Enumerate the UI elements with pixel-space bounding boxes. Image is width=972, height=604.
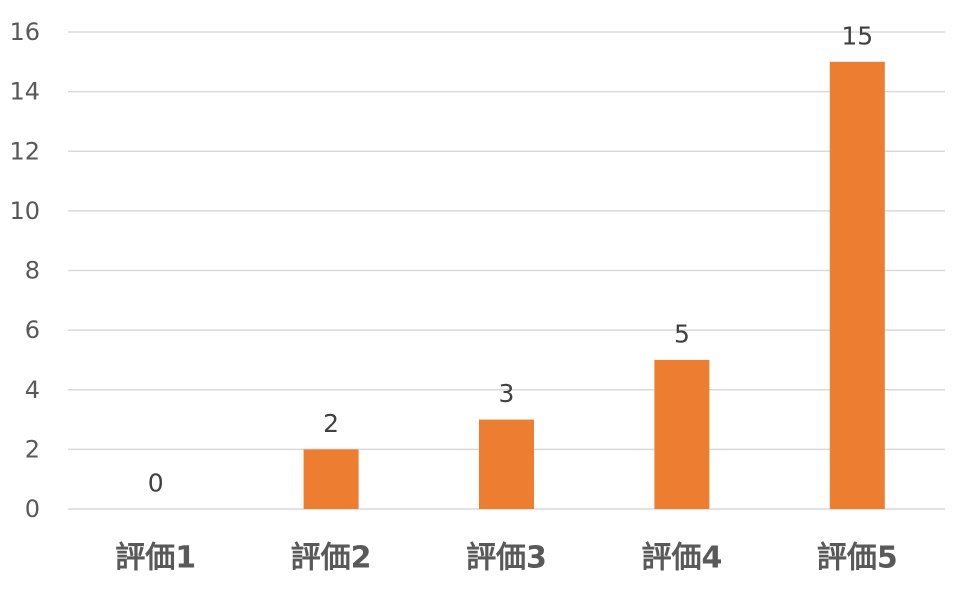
data-label: 15 [841,21,873,50]
x-tick-label: 評価5 [817,541,898,576]
data-label: 2 [323,409,339,438]
x-axis-ticks: 評価1 評価2 評価3 評価4 評価5 [115,541,897,576]
y-tick-label: 8 [25,257,40,285]
bars [303,61,885,509]
y-tick-label: 0 [25,495,40,523]
data-label: 0 [148,469,164,498]
y-tick-label: 4 [25,376,40,404]
y-tick-label: 6 [25,316,40,344]
data-label: 5 [674,319,690,348]
bar [654,359,710,509]
y-axis-ticks: 0 2 4 6 8 10 12 14 16 [9,18,40,523]
gridlines [68,31,945,510]
x-tick-label: 評価1 [115,541,196,576]
bar [303,449,359,509]
bar [479,419,534,509]
y-tick-label: 2 [25,435,40,463]
bar [829,61,885,509]
data-label: 3 [499,379,515,408]
y-tick-label: 10 [9,197,40,225]
x-tick-label: 評価4 [641,541,722,576]
x-tick-label: 評価3 [466,541,547,576]
x-tick-label: 評価2 [291,541,372,576]
data-labels: 0 2 3 5 15 [148,21,873,497]
y-tick-label: 12 [9,137,40,165]
y-tick-label: 14 [9,78,40,106]
y-tick-label: 16 [9,18,40,46]
